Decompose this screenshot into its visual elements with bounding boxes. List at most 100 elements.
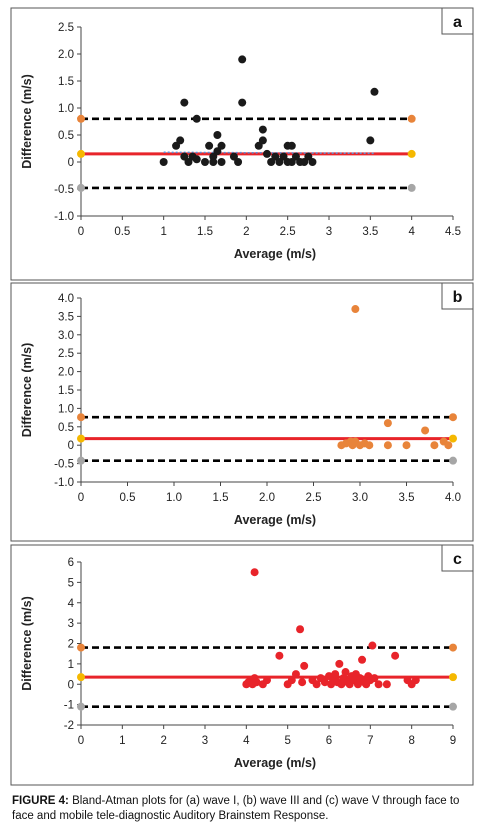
lower-limit-marker — [77, 456, 85, 465]
data-point — [382, 680, 391, 689]
x-tick-label: 5 — [284, 735, 290, 747]
data-point — [159, 158, 168, 166]
x-tick-label: 9 — [450, 735, 456, 747]
data-point — [254, 141, 263, 150]
y-tick-label: 3.5 — [58, 311, 74, 323]
data-point — [430, 441, 439, 450]
y-tick-label: 0.5 — [58, 130, 74, 142]
upper-limit-marker — [449, 413, 457, 422]
x-tick-label: 2 — [243, 226, 249, 238]
data-point — [444, 441, 453, 450]
data-point — [263, 149, 271, 158]
y-tick-label: 2.5 — [58, 22, 74, 34]
y-tick-label: 0 — [68, 440, 74, 452]
y-tick-label: -2 — [64, 720, 74, 732]
upper-limit-marker — [407, 114, 416, 123]
x-axis-label: Average (m/s) — [234, 513, 316, 527]
data-point — [298, 678, 307, 687]
data-point — [421, 426, 430, 435]
data-point — [358, 655, 367, 664]
data-point — [258, 125, 267, 134]
y-tick-label: 5 — [68, 577, 74, 589]
data-point — [250, 568, 259, 577]
lower-limit-marker — [449, 702, 457, 711]
x-tick-label: 2 — [160, 735, 166, 747]
x-tick-label: 0.5 — [114, 226, 130, 238]
x-tick-label: 3.0 — [352, 492, 368, 504]
y-tick-label: -1 — [64, 700, 74, 712]
data-point — [337, 680, 346, 689]
data-point — [213, 131, 222, 139]
data-point — [217, 158, 226, 166]
panel-frame — [10, 544, 474, 786]
y-tick-label: 4 — [68, 598, 75, 610]
x-tick-label: 0 — [78, 226, 84, 238]
lower-limit-marker — [77, 183, 85, 192]
panel-letter-box — [441, 544, 474, 572]
y-tick-label: 4.0 — [58, 293, 74, 305]
y-tick-label: 1.5 — [58, 76, 74, 88]
data-point — [279, 152, 288, 161]
data-point — [267, 158, 276, 166]
data-point — [184, 158, 193, 166]
data-point — [287, 158, 296, 166]
mean-bias-marker — [449, 434, 457, 443]
x-tick-label: 2.5 — [306, 492, 322, 504]
data-point — [229, 152, 238, 161]
mean-bias-marker — [77, 434, 85, 443]
data-point — [271, 152, 280, 161]
y-axis-label: Difference (m/s) — [20, 596, 34, 690]
upper-limit-marker — [449, 643, 457, 652]
data-point — [353, 680, 362, 689]
y-tick-label: -0.5 — [54, 184, 74, 196]
data-point — [320, 678, 329, 687]
data-point — [238, 98, 247, 107]
data-point — [258, 136, 267, 145]
x-tick-label: 1.0 — [166, 492, 182, 504]
data-point — [275, 158, 284, 166]
y-axis-label: Difference (m/s) — [20, 74, 34, 168]
data-point — [252, 678, 261, 687]
panel-b: b -1.0 -0.5 0 0.5 1.0 1.5 2.0 2.5 3.0 3.5 4.0 0 0.5 1.… — [10, 282, 474, 542]
y-tick-label: -1.0 — [54, 477, 74, 489]
data-point — [263, 676, 271, 685]
mean-bias-marker — [407, 149, 416, 158]
x-tick-label: 4.5 — [445, 226, 461, 238]
panel-frame — [10, 7, 474, 281]
x-tick-label: 4 — [243, 735, 250, 747]
x-tick-label: 3.5 — [362, 226, 378, 238]
panel-letter: c — [453, 551, 462, 568]
data-point — [374, 680, 383, 689]
data-point — [383, 441, 392, 450]
lower-limit-marker — [77, 702, 85, 711]
data-point — [172, 141, 181, 150]
data-point — [192, 114, 201, 123]
x-axis-label: Average (m/s) — [234, 756, 316, 770]
data-point — [291, 152, 300, 161]
data-point — [370, 87, 379, 96]
data-point — [287, 141, 296, 150]
x-tick-label: 8 — [408, 735, 414, 747]
y-tick-label: 0 — [68, 679, 74, 691]
data-point — [217, 141, 226, 150]
data-point — [341, 668, 350, 677]
caption-label: FIGURE 4: — [12, 795, 69, 807]
upper-limit-marker — [77, 643, 85, 652]
x-tick-label: 3.5 — [399, 492, 415, 504]
x-tick-label: 1 — [119, 735, 125, 747]
x-tick-label: 3 — [202, 735, 208, 747]
x-tick-label: 7 — [367, 735, 373, 747]
x-tick-label: 1 — [160, 226, 166, 238]
y-tick-label: 2 — [68, 639, 74, 651]
data-point — [365, 441, 374, 450]
panel-letter: a — [453, 14, 462, 31]
data-point — [331, 670, 340, 679]
data-point — [391, 651, 400, 660]
upper-limit-marker — [77, 114, 85, 123]
upper-limit-marker — [77, 413, 85, 422]
panel-c: c -2 -1 0 1 2 3 4 5 6 0 1 2 3 4 5 6 7 8 9 Average (m/s) Diffe… — [10, 544, 474, 786]
data-point — [291, 670, 300, 679]
data-point — [192, 155, 201, 164]
panel-letter: b — [453, 289, 463, 306]
